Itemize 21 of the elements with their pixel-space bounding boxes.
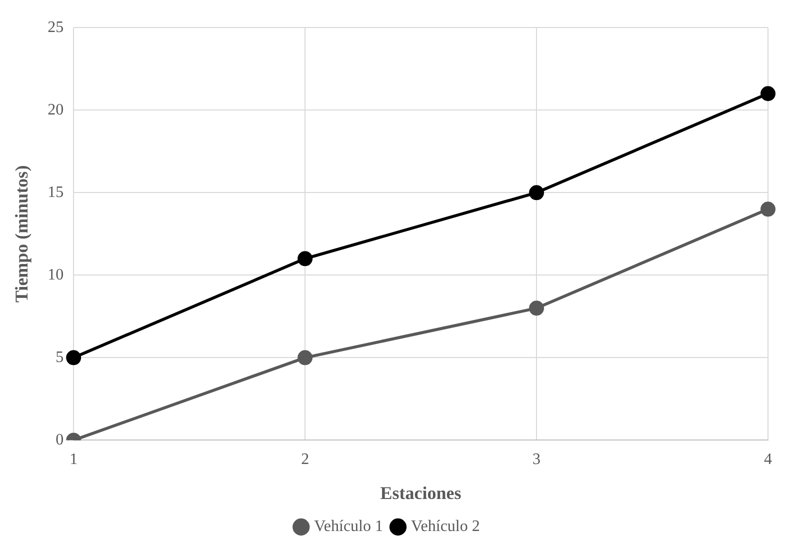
- legend-label: Vehículo 1: [314, 518, 383, 536]
- y-tick-label: 5: [56, 348, 64, 366]
- point: [529, 300, 544, 316]
- y-tick-label: 20: [48, 101, 64, 118]
- x-tick-label: 1: [70, 451, 78, 468]
- x-axis-title: Estaciones: [380, 482, 462, 503]
- legend-label: Vehículo 2: [411, 518, 480, 536]
- y-tick-label: 25: [48, 18, 64, 36]
- point: [760, 202, 776, 217]
- y-tick-label: 10: [48, 266, 64, 284]
- point: [66, 350, 82, 366]
- point: [529, 185, 544, 200]
- y-tick-label: 0: [56, 431, 64, 448]
- x-tick-label: 4: [764, 451, 772, 468]
- point: [760, 86, 776, 102]
- x-tick-label: 3: [532, 451, 541, 468]
- x-tick-label: 2: [301, 451, 310, 468]
- y-tick-label: 15: [48, 184, 64, 201]
- point: [298, 251, 313, 266]
- y-axis-title: Tiempo (minutos): [11, 165, 32, 302]
- point: [298, 350, 313, 366]
